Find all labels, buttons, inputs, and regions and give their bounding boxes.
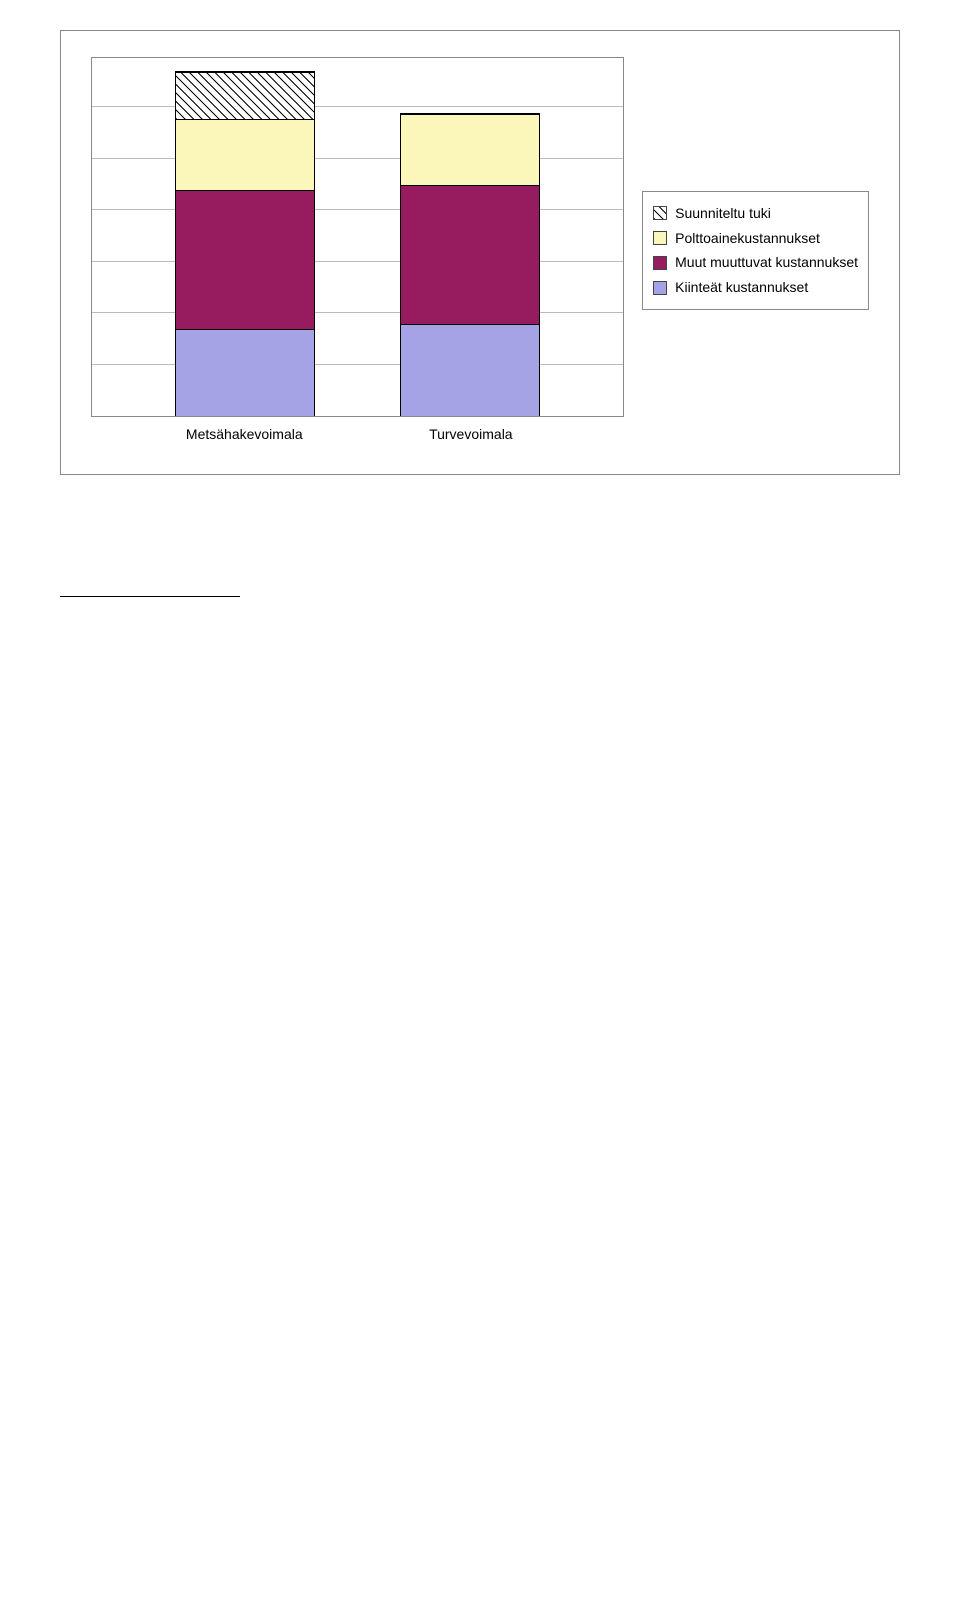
x-axis-labels: Metsähakevoimala Turvevoimala	[91, 417, 624, 444]
legend-item: Suunniteltu tuki	[653, 204, 858, 223]
legend-swatch	[653, 256, 667, 270]
x-label: Turvevoimala	[401, 425, 541, 444]
plot-area	[91, 57, 624, 417]
legend-label: Muut muuttuvat kustannukset	[675, 253, 858, 272]
segment-kiinteat	[401, 324, 539, 416]
legend-label: Polttoainekustannukset	[675, 229, 820, 248]
legend-label: Kiinteät kustannukset	[675, 278, 808, 297]
segment-polttoaine	[401, 114, 539, 186]
legend-swatch	[653, 231, 667, 245]
segment-muut	[176, 190, 314, 328]
legend-item: Polttoainekustannukset	[653, 229, 858, 248]
chart-legend: Suunniteltu tuki Polttoainekustannukset Mu…	[642, 191, 869, 311]
segment-kiinteat	[176, 329, 314, 416]
legend-item: Muut muuttuvat kustannukset	[653, 253, 858, 272]
cost-structure-chart: Metsähakevoimala Turvevoimala Suunniteltu…	[60, 30, 900, 475]
section-subheading	[60, 531, 900, 553]
bar	[175, 71, 315, 416]
legend-swatch	[653, 281, 667, 295]
legend-swatch	[653, 206, 667, 220]
footnote-separator	[60, 596, 240, 597]
legend-label: Suunniteltu tuki	[675, 204, 771, 223]
x-label: Metsähakevoimala	[174, 425, 314, 444]
bar	[400, 113, 540, 416]
legend-item: Kiinteät kustannukset	[653, 278, 858, 297]
segment-muut	[401, 185, 539, 323]
segment-suunniteltu_tuki	[176, 72, 314, 118]
segment-polttoaine	[176, 119, 314, 191]
